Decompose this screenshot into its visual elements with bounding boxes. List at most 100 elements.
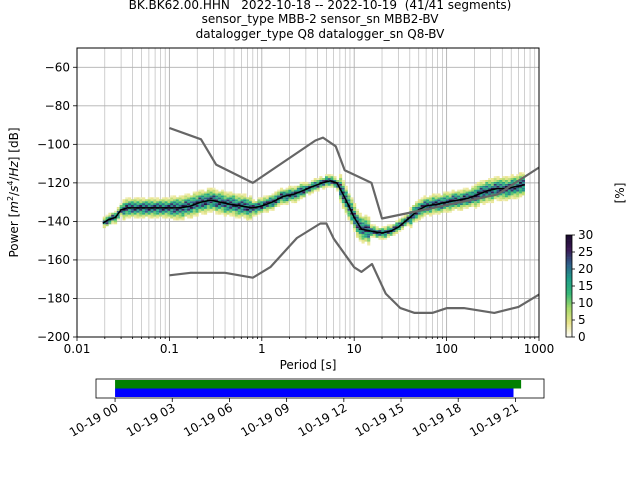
histogram-cell <box>220 199 225 202</box>
histogram-cell <box>184 201 188 204</box>
histogram-cell <box>429 197 433 200</box>
histogram-cell <box>198 210 202 213</box>
y-tick-label: −60 <box>45 60 70 74</box>
histogram-cell <box>173 216 177 219</box>
histogram-cell <box>302 187 306 190</box>
histogram-cell <box>198 197 202 200</box>
histogram-cell <box>496 178 500 180</box>
histogram-cell <box>271 193 275 196</box>
histogram-cell <box>178 195 182 198</box>
histogram-cell <box>341 187 345 190</box>
histogram-cell <box>482 193 486 196</box>
histogram-cell <box>507 179 511 182</box>
histogram-cell <box>294 197 298 200</box>
histogram-cell <box>504 199 509 202</box>
histogram-cell <box>316 179 320 182</box>
histogram-cell <box>324 178 329 180</box>
colorbar-cell <box>566 309 572 312</box>
histogram-cell <box>521 189 525 192</box>
histogram-cell <box>414 218 419 221</box>
histogram-cell <box>192 201 196 204</box>
histogram-cell <box>195 210 199 213</box>
histogram-cell <box>490 189 495 192</box>
colorbar-cell <box>566 250 572 253</box>
histogram-cell <box>260 206 264 209</box>
histogram-cell <box>308 193 312 196</box>
histogram-cell <box>443 210 447 213</box>
histogram-cell <box>116 208 120 211</box>
histogram-cell <box>327 181 331 184</box>
histogram-cell <box>271 205 275 207</box>
histogram-cell <box>409 226 413 229</box>
histogram-cell <box>130 212 134 215</box>
histogram-cell <box>159 214 163 217</box>
histogram-cell <box>285 189 289 192</box>
histogram-cell <box>223 199 227 202</box>
histogram-cell <box>265 201 270 204</box>
histogram-cell <box>482 179 486 182</box>
histogram-cell <box>102 224 106 227</box>
histogram-cell <box>296 187 300 190</box>
histogram-cell <box>274 195 278 198</box>
histogram-cell <box>364 220 368 223</box>
histogram-cell <box>485 199 489 202</box>
histogram-cell <box>305 185 309 188</box>
histogram-cell <box>209 195 213 198</box>
histogram-cell <box>119 206 123 209</box>
histogram-cell <box>392 231 396 234</box>
colorbar-cell <box>566 318 572 321</box>
histogram-cell <box>220 208 225 211</box>
histogram-cell <box>375 231 379 234</box>
histogram-cell <box>344 206 348 209</box>
histogram-cell <box>195 201 199 204</box>
histogram-cell <box>347 216 351 219</box>
histogram-cell <box>139 199 143 202</box>
histogram-cell <box>507 181 511 184</box>
histogram-cell <box>488 187 492 190</box>
histogram-cell <box>344 187 348 190</box>
histogram-cell <box>434 205 438 207</box>
histogram-cell <box>167 197 171 200</box>
histogram-cell <box>114 220 118 223</box>
timeline-tick-label: 10-19 18 <box>410 400 464 439</box>
histogram-cell <box>114 222 118 225</box>
histogram-cell <box>493 176 497 179</box>
histogram-cell <box>209 191 213 194</box>
histogram-cell <box>147 212 151 215</box>
histogram-cell <box>471 187 475 190</box>
histogram-cell <box>403 216 407 219</box>
histogram-cell <box>308 189 312 192</box>
colorbar-cell <box>566 330 572 333</box>
histogram-cell <box>274 203 278 206</box>
histogram-cell <box>187 206 191 209</box>
histogram-cell <box>147 210 151 213</box>
histogram-cell <box>195 199 199 202</box>
histogram-cell <box>493 195 497 198</box>
histogram-cell <box>347 214 351 217</box>
histogram-cell <box>353 222 357 225</box>
histogram-cell <box>445 210 450 213</box>
histogram-cell <box>355 214 360 217</box>
histogram-cell <box>142 205 146 207</box>
histogram-cell <box>128 203 132 206</box>
histogram-cell <box>502 199 506 202</box>
histogram-cell <box>240 208 244 211</box>
histogram-cell <box>465 205 469 207</box>
histogram-cell <box>476 195 480 198</box>
histogram-cell <box>299 185 303 188</box>
histogram-cell <box>319 185 323 188</box>
colorbar-cell <box>566 311 572 314</box>
histogram-cell <box>341 205 345 207</box>
histogram-cell <box>462 191 466 194</box>
histogram-cell <box>249 197 253 200</box>
histogram-cell <box>482 187 486 190</box>
histogram-cell <box>423 195 427 198</box>
histogram-cell <box>409 224 413 227</box>
histogram-cell <box>257 208 261 211</box>
histogram-cell <box>243 214 247 217</box>
histogram-cell <box>223 206 227 209</box>
histogram-cell <box>507 189 511 192</box>
histogram-cell <box>479 193 483 196</box>
histogram-cell <box>485 191 489 194</box>
